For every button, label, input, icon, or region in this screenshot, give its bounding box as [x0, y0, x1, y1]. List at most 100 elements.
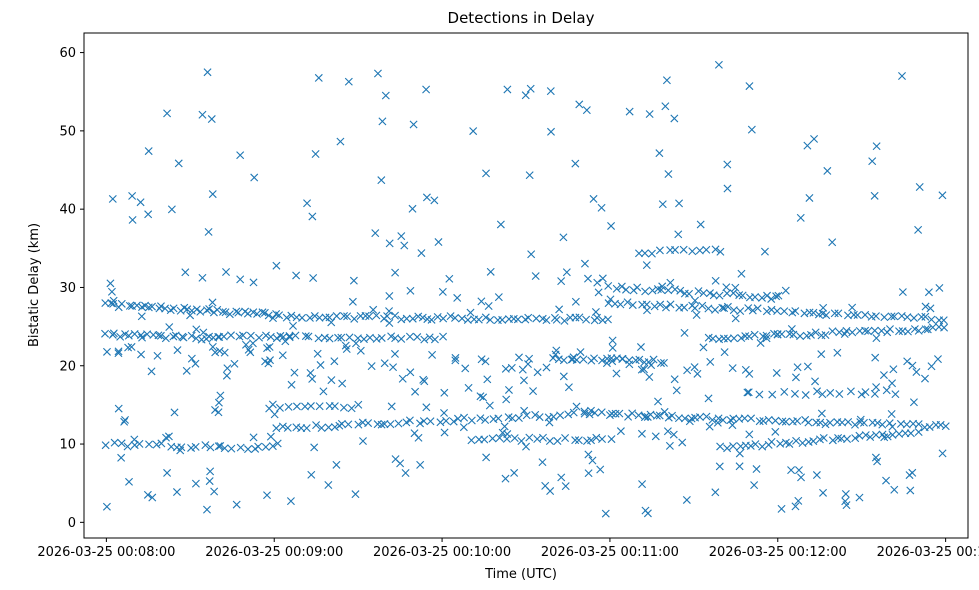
detection-point — [510, 468, 519, 477]
detection-point — [385, 291, 394, 300]
detection-point — [304, 332, 313, 341]
detection-point — [169, 304, 178, 313]
detection-point — [567, 355, 576, 364]
detection-point — [316, 361, 325, 370]
detection-point — [373, 69, 382, 78]
detection-point — [927, 362, 936, 371]
detection-point — [576, 348, 585, 357]
detection-point — [612, 369, 621, 378]
detection-point — [643, 412, 652, 421]
detection-point — [317, 424, 326, 432]
detection-point — [383, 312, 392, 321]
detection-point — [273, 439, 282, 448]
detection-point — [572, 402, 581, 411]
detection-point — [656, 300, 665, 309]
detection-point — [345, 333, 354, 342]
detection-point — [531, 272, 540, 281]
detection-point — [466, 308, 475, 317]
detection-point — [234, 308, 243, 317]
detection-point — [367, 362, 376, 371]
detection-point — [654, 397, 662, 406]
detection-point — [327, 318, 336, 327]
detection-point — [914, 420, 923, 429]
detection-point — [527, 250, 536, 259]
detection-point — [730, 334, 738, 343]
y-tick-label: 50 — [59, 124, 76, 139]
detection-point — [319, 387, 328, 396]
detection-point — [219, 332, 228, 341]
detection-point — [268, 442, 277, 451]
detection-point — [594, 288, 603, 297]
detection-point — [387, 402, 396, 411]
detection-point — [659, 358, 668, 367]
detection-point — [356, 346, 365, 355]
detection-point — [258, 308, 267, 317]
detection-point — [208, 190, 217, 199]
detection-point — [446, 312, 455, 321]
detection-point — [339, 403, 348, 412]
detection-point — [915, 183, 924, 191]
detection-point — [777, 504, 786, 513]
detection-point — [309, 273, 318, 282]
detection-point — [587, 436, 596, 445]
detection-point — [768, 390, 777, 399]
detection-point — [908, 468, 917, 477]
detection-point — [343, 312, 352, 321]
detection-point — [207, 115, 216, 124]
detection-point — [794, 496, 803, 505]
detection-point — [510, 434, 519, 443]
detection-point — [187, 331, 196, 340]
detection-point — [666, 278, 675, 287]
detection-point — [290, 368, 299, 377]
detection-point — [729, 306, 738, 315]
detection-point — [557, 277, 566, 286]
y-tick-label: 60 — [59, 46, 76, 61]
detection-point — [377, 176, 386, 185]
detection-point — [261, 331, 270, 340]
x-axis: 2026-03-25 00:08:00 2026-03-25 00:09:00 20… — [37, 538, 979, 560]
detection-point — [655, 246, 664, 255]
detection-point — [598, 274, 607, 283]
detection-point — [828, 436, 837, 445]
detection-point — [390, 349, 399, 358]
detection-point — [841, 497, 850, 506]
detection-point — [364, 419, 373, 428]
detection-point — [330, 402, 339, 411]
detection-point — [117, 439, 126, 448]
detection-point — [114, 347, 123, 356]
detection-point — [137, 350, 146, 359]
detection-point — [870, 389, 879, 398]
detection-point — [711, 488, 720, 497]
detection-point — [637, 429, 646, 438]
detection-point — [335, 421, 344, 430]
detection-point — [806, 330, 815, 339]
detection-point — [728, 364, 737, 373]
detection-point — [163, 468, 172, 477]
detection-point — [138, 333, 147, 342]
detection-point — [604, 281, 613, 290]
detection-point — [889, 365, 898, 374]
detection-point — [641, 287, 650, 296]
detection-point — [928, 323, 937, 332]
detection-point — [106, 279, 115, 288]
detection-point — [165, 323, 174, 332]
detection-point — [385, 307, 394, 316]
detection-point — [369, 305, 378, 314]
detection-point — [198, 110, 207, 119]
detection-point — [698, 301, 707, 310]
detection-point — [715, 291, 724, 300]
detection-point — [607, 435, 616, 444]
detection-point — [449, 417, 458, 426]
detection-point — [430, 196, 439, 205]
detection-point — [772, 292, 781, 301]
detection-point — [147, 367, 156, 376]
detection-point — [880, 313, 889, 322]
detection-point — [169, 332, 178, 341]
detection-point — [314, 73, 323, 82]
detection-point — [508, 414, 517, 423]
detection-point — [199, 328, 208, 337]
detection-point — [895, 327, 904, 336]
x-tick-label: 2026-03-25 00:09:00 — [205, 545, 343, 560]
detection-point — [561, 434, 570, 442]
detection-point — [590, 408, 599, 417]
